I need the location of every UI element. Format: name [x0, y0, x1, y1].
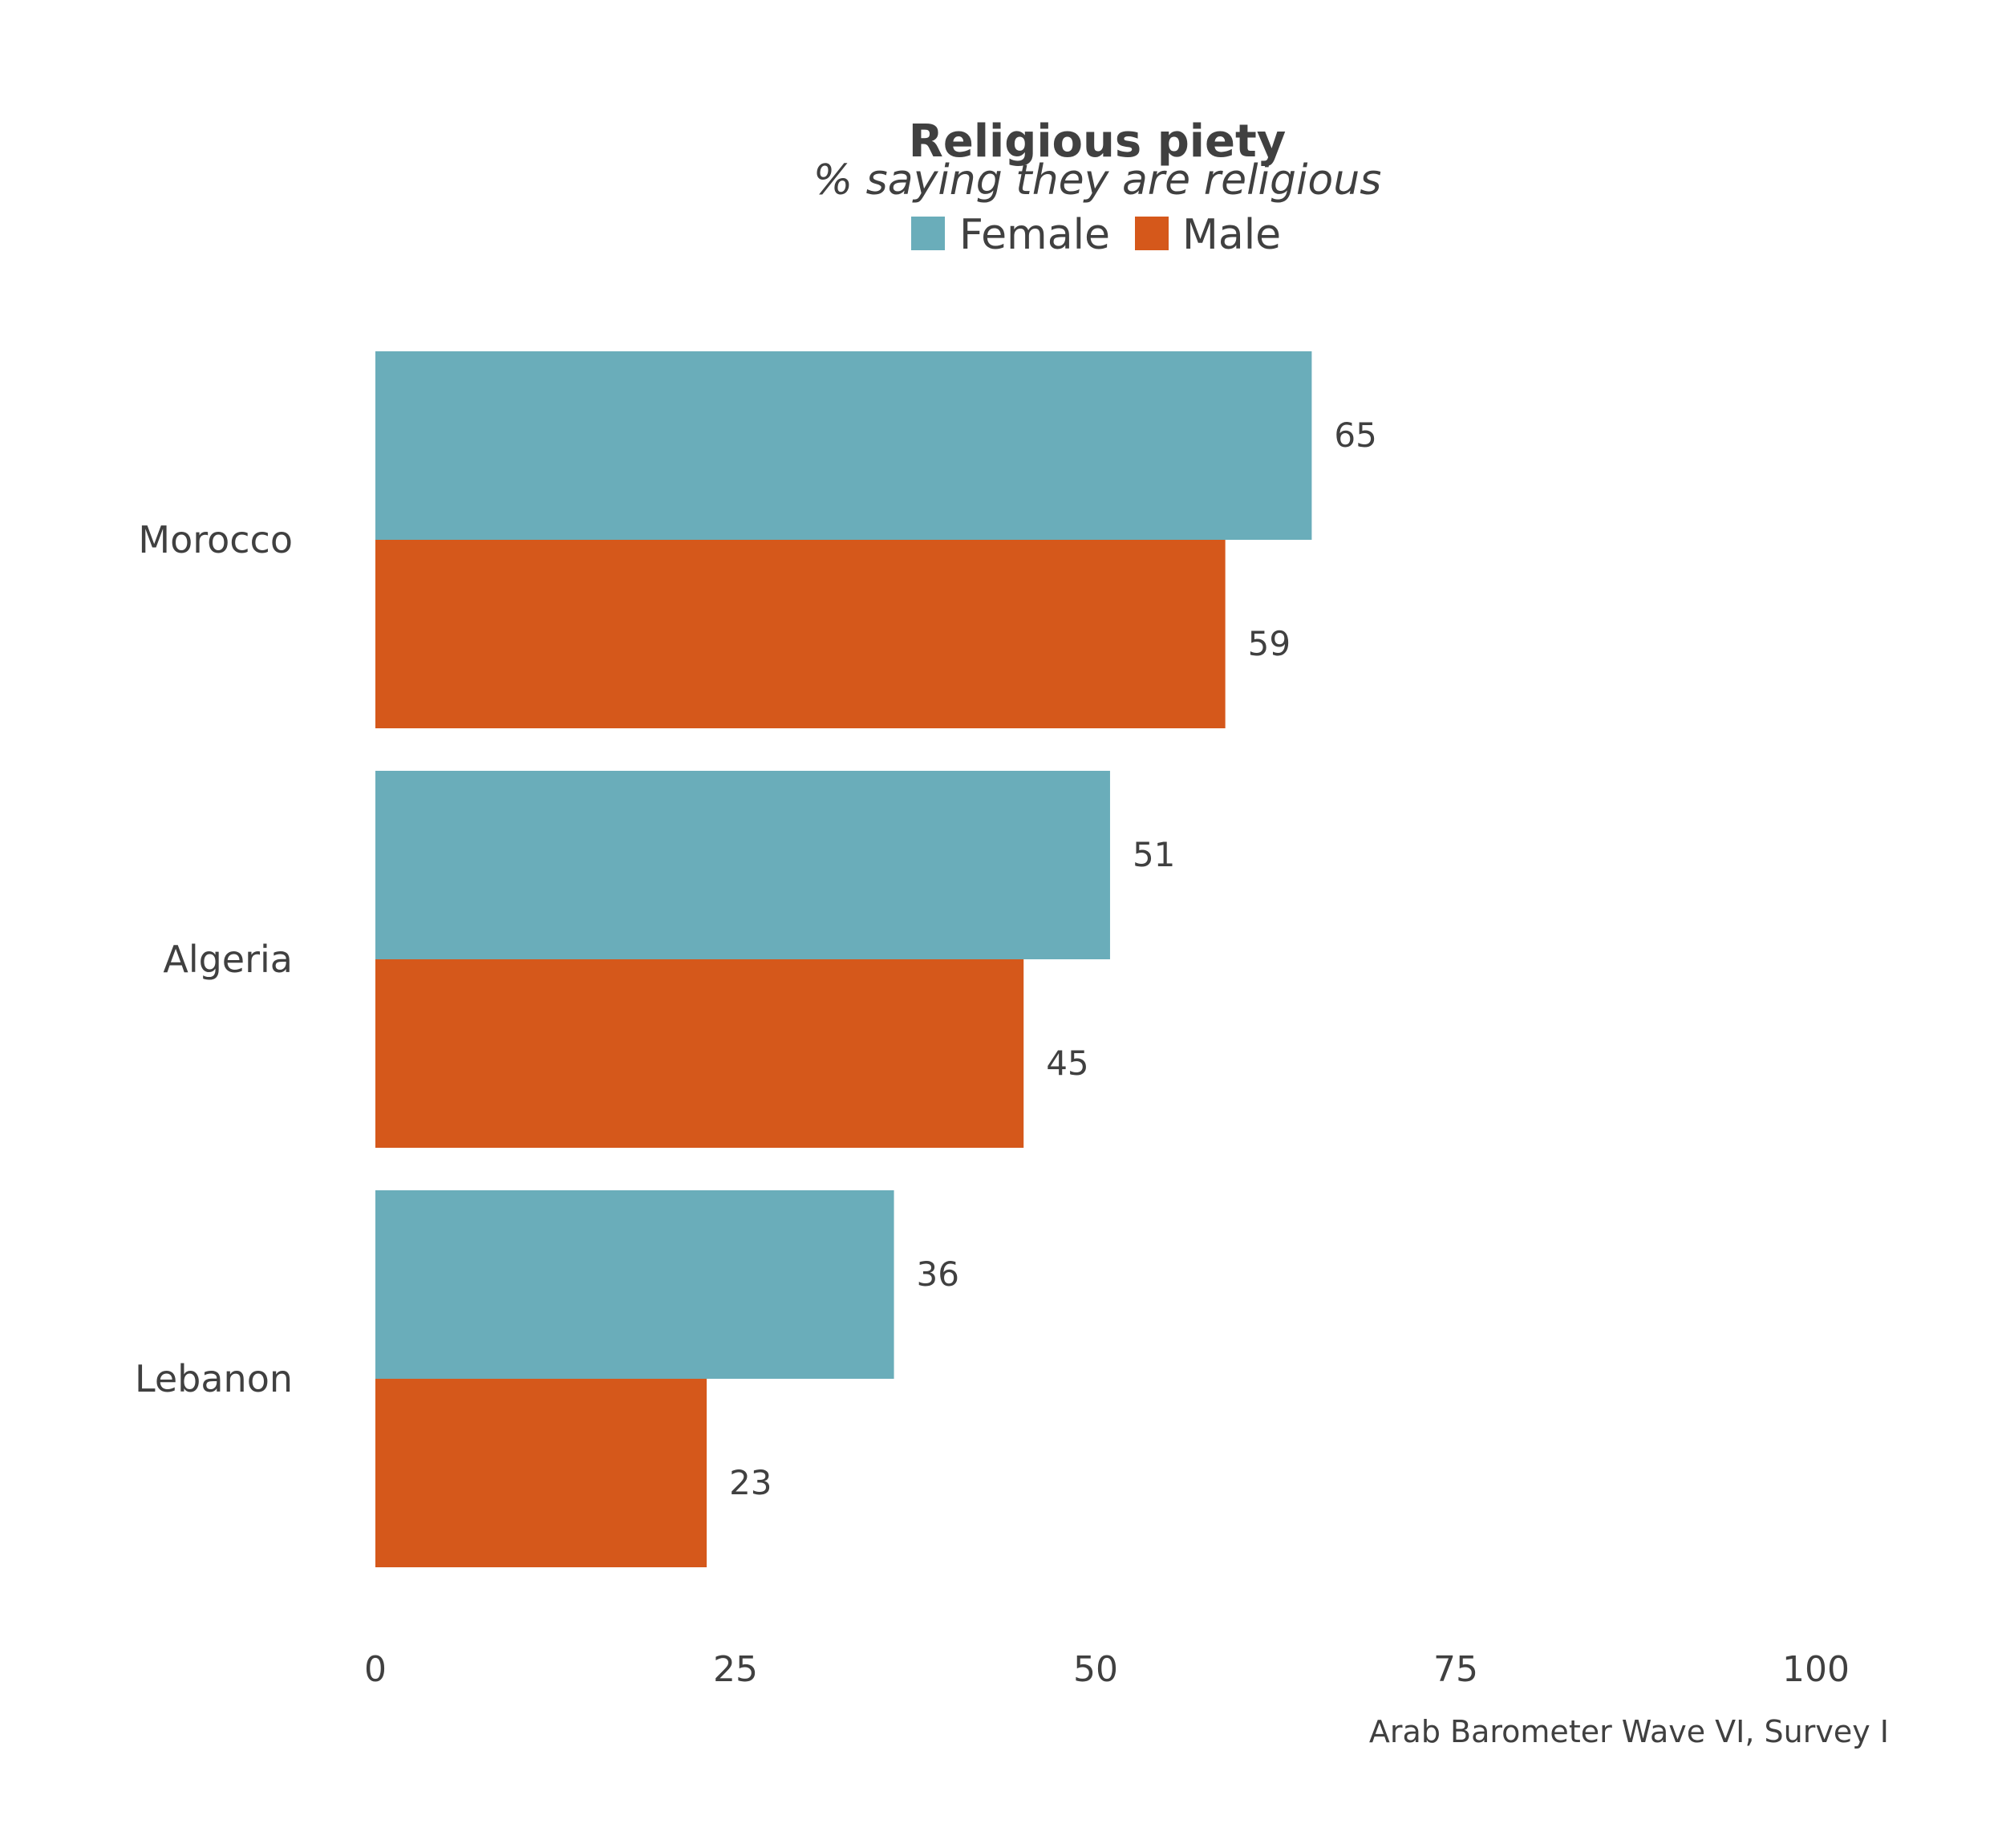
x-tick-label-25: 25 — [713, 1649, 758, 1690]
bars-group — [375, 351, 1312, 1567]
bar-morocco-male — [375, 540, 1226, 728]
x-axis: 0 25 50 75 100 — [364, 1649, 1850, 1690]
x-tick-label-0: 0 — [364, 1649, 387, 1690]
category-label-morocco: Morocco — [138, 518, 293, 561]
legend-swatch-male — [1135, 217, 1169, 250]
legend-label-female: Female — [959, 211, 1110, 259]
chart-caption: Arab Barometer Wave VI, Survey I — [1369, 1714, 1889, 1749]
legend: Female Male — [911, 211, 1281, 259]
category-label-lebanon: Lebanon — [135, 1357, 293, 1400]
x-tick-label-50: 50 — [1073, 1649, 1118, 1690]
chart-title: Religious piety — [909, 116, 1286, 168]
bar-lebanon-male — [375, 1379, 707, 1567]
bar-algeria-female — [375, 771, 1110, 959]
data-label-algeria-male: 45 — [1046, 1044, 1088, 1083]
data-label-algeria-female: 51 — [1133, 835, 1175, 874]
x-tick-label-75: 75 — [1433, 1649, 1478, 1690]
chart-subtitle: % saying they are religious — [813, 156, 1382, 205]
category-label-algeria: Algeria — [163, 938, 293, 981]
x-tick-label-100: 100 — [1782, 1649, 1850, 1690]
data-label-lebanon-female: 36 — [917, 1254, 959, 1294]
legend-swatch-female — [911, 217, 945, 250]
bar-lebanon-female — [375, 1190, 894, 1379]
data-label-morocco-female: 65 — [1334, 415, 1376, 455]
bar-morocco-female — [375, 351, 1312, 540]
data-labels-group: 65 59 51 45 36 23 — [729, 415, 1377, 1502]
category-labels-group: Morocco Algeria Lebanon — [135, 518, 293, 1400]
bar-algeria-male — [375, 959, 1024, 1148]
legend-label-male: Male — [1182, 211, 1281, 259]
data-label-lebanon-male: 23 — [729, 1463, 772, 1502]
data-label-morocco-male: 59 — [1248, 624, 1291, 663]
